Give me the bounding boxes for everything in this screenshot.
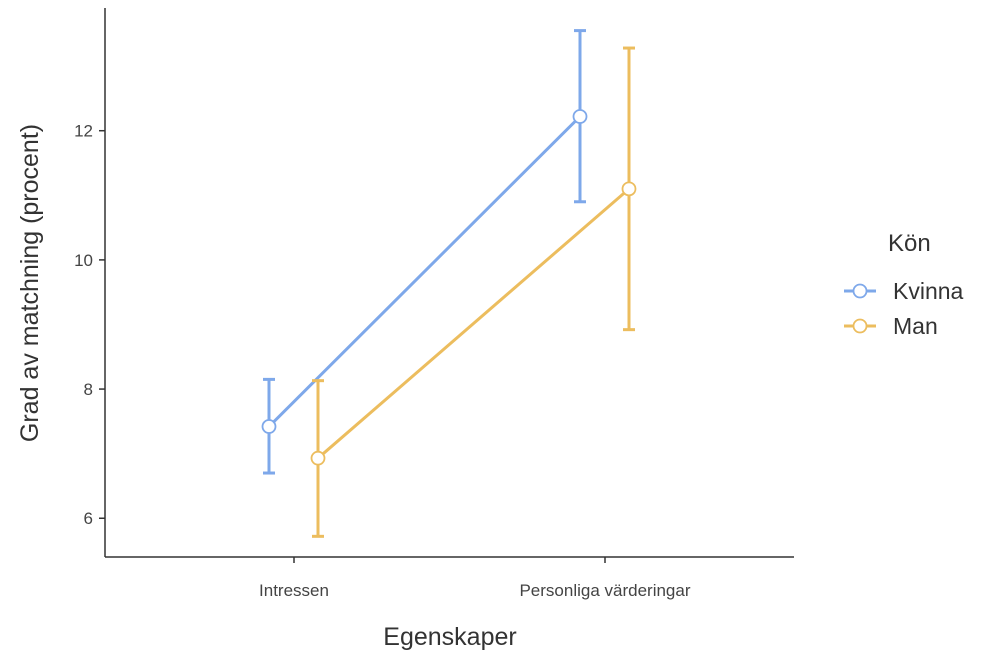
y-tick-label: 8 [84,380,93,399]
legend-label: Kvinna [893,278,964,304]
legend-label: Man [893,313,938,339]
legend-key-marker [852,283,868,299]
legend-title: Kön [888,230,931,257]
axes [104,8,794,558]
y-ticks: 6 8 10 12 [74,122,105,528]
y-tick-label: 6 [84,509,93,528]
x-tick-label: Personliga värderingar [519,581,690,600]
legend-key-marker [852,318,868,334]
data-point [310,450,326,466]
data-point [572,109,588,124]
data-point [621,181,637,197]
x-tick-label: Intressen [259,581,329,600]
legend: Kön Kvinna Man [844,230,964,339]
series-man [310,46,637,538]
legend-item-kvinna: Kvinna [844,278,964,304]
series-kvinna [261,29,588,475]
x-ticks: Intressen Personliga värderingar [259,557,691,600]
y-tick-label: 10 [74,251,93,270]
legend-item-man: Man [844,313,938,339]
y-tick-label: 12 [74,122,93,141]
data-point [261,419,277,434]
series-layer [261,29,637,538]
series-line [267,115,582,428]
x-axis-title: Egenskaper [383,623,516,651]
series-line [317,187,630,460]
y-axis-title: Grad av matchning (procent) [16,124,44,442]
